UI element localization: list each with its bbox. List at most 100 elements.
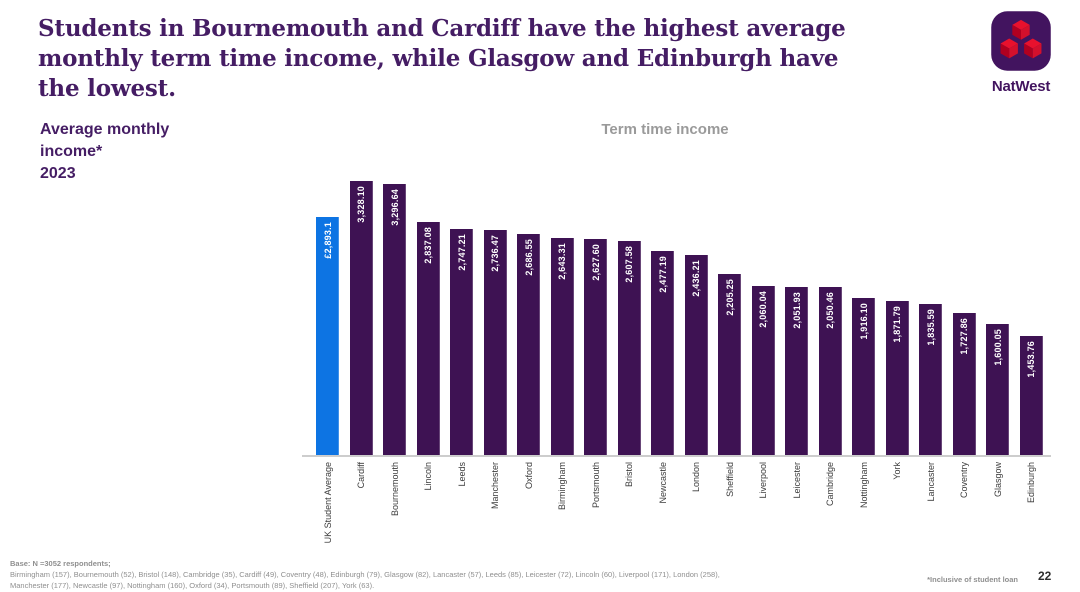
bar-slot: 2,627.60 xyxy=(579,171,613,456)
bar: 2,736.47 xyxy=(483,229,507,456)
bar: 2,747.21 xyxy=(450,229,474,456)
x-axis-label: Cardiff xyxy=(356,462,367,489)
bar-value-label: 2,205.25 xyxy=(724,278,735,316)
bar-value-label: 2,686.55 xyxy=(523,239,534,276)
bar: 2,686.55 xyxy=(517,234,541,456)
bar: 2,837.08 xyxy=(416,221,440,456)
base-note-line1: Base: N =3052 respondents; xyxy=(10,559,111,568)
chart-column: 1,871.79 York xyxy=(881,171,915,556)
bar-slot: 1,916.10 xyxy=(847,171,881,456)
x-axis-label: Portsmouth xyxy=(590,462,601,509)
bar: 1,871.79 xyxy=(885,301,909,456)
x-axis-label: Nottingham xyxy=(858,462,869,509)
bar-value-label: 2,477.19 xyxy=(657,256,668,294)
x-axis-label-slot: Birmingham xyxy=(546,456,580,556)
bar: 2,643.31 xyxy=(550,237,574,456)
chart-column: 1,727.86 Coventry xyxy=(948,171,982,556)
chart-column: 2,643.31 Birmingham xyxy=(546,171,580,556)
bar-value-label: 2,060.04 xyxy=(758,290,769,328)
bar: 1,835.59 xyxy=(919,304,943,456)
x-axis-label-slot: Portsmouth xyxy=(579,456,613,556)
bar-chart: £2,893.1 UK Student Average 3,328.10 Cardif… xyxy=(311,171,1048,556)
x-axis-label: UK Student Average xyxy=(322,462,333,544)
bar-slot: 2,477.19 xyxy=(646,171,680,456)
bar: 2,205.25 xyxy=(718,273,742,456)
bar: 2,060.04 xyxy=(751,285,775,456)
natwest-logo-text: NatWest xyxy=(991,78,1051,95)
chart-column: 2,686.55 Oxford xyxy=(512,171,546,556)
bar-slot: 1,727.86 xyxy=(948,171,982,456)
x-axis-label-slot: Nottingham xyxy=(847,456,881,556)
x-axis-label: Sheffield xyxy=(724,462,735,497)
bar: 2,436.21 xyxy=(684,254,708,456)
bar-slot: 2,643.31 xyxy=(546,171,580,456)
chart-column: 2,736.47 Manchester xyxy=(479,171,513,556)
chart-column: 2,050.46 Cambridge xyxy=(814,171,848,556)
chart-column: 2,837.08 Lincoln xyxy=(412,171,446,556)
chart-column: 3,328.10 Cardiff xyxy=(345,171,379,556)
bar-value-label: 2,050.46 xyxy=(825,291,836,329)
x-axis-label-slot: UK Student Average xyxy=(311,456,345,556)
bar-slot: 3,296.64 xyxy=(378,171,412,456)
bar-slot: 3,328.10 xyxy=(345,171,379,456)
x-axis-label: London xyxy=(691,462,702,493)
x-axis-label: Birmingham xyxy=(557,462,568,511)
bar-slot: 2,837.08 xyxy=(412,171,446,456)
axis-metric-label: Average monthly income* 2023 xyxy=(40,119,205,185)
bar-value-label: 2,837.08 xyxy=(423,226,434,264)
x-axis-label-slot: Glasgow xyxy=(981,456,1015,556)
metric-label: Average monthly income* xyxy=(40,121,170,160)
bar-slot: 2,205.25 xyxy=(713,171,747,456)
chart-column: 2,205.25 Sheffield xyxy=(713,171,747,556)
base-note-line3: Manchester (177), Newcastle (97), Nottin… xyxy=(10,581,375,590)
x-axis-label-slot: Leeds xyxy=(445,456,479,556)
bar-value-label: 2,643.31 xyxy=(557,242,568,280)
x-axis-label-slot: Sheffield xyxy=(713,456,747,556)
footnote-right: *Inclusive of student loan xyxy=(927,575,1018,584)
bar-value-label: 1,453.76 xyxy=(1026,340,1037,378)
bar-slot: 1,453.76 xyxy=(1015,171,1049,456)
bar-slot: 1,835.59 xyxy=(914,171,948,456)
x-axis-label: Leicester xyxy=(791,462,802,499)
bar-slot: 2,436.21 xyxy=(680,171,714,456)
x-axis-label: Lancaster xyxy=(925,462,936,502)
base-note: Base: N =3052 respondents; Birmingham (1… xyxy=(10,558,890,591)
x-axis-label: Lincoln xyxy=(423,462,434,491)
bar-slot: 2,607.58 xyxy=(613,171,647,456)
x-axis-label: Bristol xyxy=(624,462,635,488)
bar-value-label: £2,893.1 xyxy=(322,222,333,259)
bar-value-label: 1,835.59 xyxy=(925,309,936,347)
bar: 2,050.46 xyxy=(818,286,842,456)
bar-value-label: 2,736.47 xyxy=(490,234,501,272)
x-axis-label: Cambridge xyxy=(825,462,836,507)
x-axis-label: Newcastle xyxy=(657,462,668,504)
bar-value-label: 2,051.93 xyxy=(791,291,802,329)
bar: 1,600.05 xyxy=(986,323,1010,456)
bar-slot: 2,060.04 xyxy=(747,171,781,456)
x-axis-label-slot: Cardiff xyxy=(345,456,379,556)
chart-column: 2,436.21 London xyxy=(680,171,714,556)
x-axis-label: Liverpool xyxy=(758,462,769,499)
x-axis-label-slot: London xyxy=(680,456,714,556)
bar-value-label: 2,627.60 xyxy=(590,243,601,281)
chart-column: 1,600.05 Glasgow xyxy=(981,171,1015,556)
bar-slot: 2,050.46 xyxy=(814,171,848,456)
bar: 2,627.60 xyxy=(584,238,608,456)
page-number: 22 xyxy=(1038,569,1052,583)
bar: 3,296.64 xyxy=(383,183,407,456)
base-note-line2: Birmingham (157), Bournemouth (52), Bris… xyxy=(10,570,720,579)
bar-value-label: 1,727.86 xyxy=(959,318,970,355)
natwest-logo: NatWest xyxy=(988,10,1054,95)
x-axis-label: Leeds xyxy=(456,462,467,487)
bar-value-label: 2,747.21 xyxy=(456,234,467,271)
x-axis-label: Oxford xyxy=(523,462,534,490)
x-axis-label-slot: Oxford xyxy=(512,456,546,556)
x-axis-label-slot: York xyxy=(881,456,915,556)
bar-slot: 2,686.55 xyxy=(512,171,546,456)
chart-column: 2,051.93 Leicester xyxy=(780,171,814,556)
bar: 1,453.76 xyxy=(1019,335,1043,456)
chart-column: 2,477.19 Newcastle xyxy=(646,171,680,556)
x-axis-label-slot: Liverpool xyxy=(747,456,781,556)
slide-title: Students in Bournemouth and Cardiff have… xyxy=(38,15,846,102)
